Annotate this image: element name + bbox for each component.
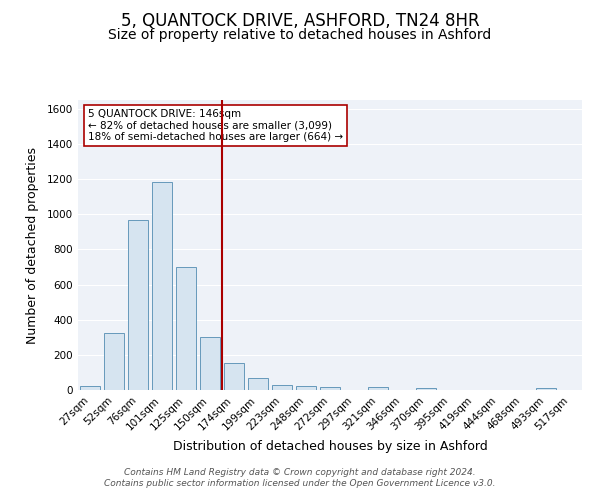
Bar: [80, 386, 100, 390]
Bar: [128, 220, 148, 390]
Text: Contains HM Land Registry data © Crown copyright and database right 2024.
Contai: Contains HM Land Registry data © Crown c…: [104, 468, 496, 487]
Bar: [248, 378, 268, 390]
Bar: [176, 267, 196, 390]
Bar: [296, 386, 316, 390]
Bar: [152, 182, 172, 390]
Bar: [104, 333, 124, 390]
Bar: [320, 388, 340, 390]
Bar: [536, 388, 556, 390]
Text: 5, QUANTOCK DRIVE, ASHFORD, TN24 8HR: 5, QUANTOCK DRIVE, ASHFORD, TN24 8HR: [121, 12, 479, 30]
Text: Size of property relative to detached houses in Ashford: Size of property relative to detached ho…: [109, 28, 491, 42]
Bar: [272, 384, 292, 390]
Y-axis label: Number of detached properties: Number of detached properties: [26, 146, 38, 344]
Bar: [368, 388, 388, 390]
Bar: [200, 338, 220, 390]
Text: 5 QUANTOCK DRIVE: 146sqm
← 82% of detached houses are smaller (3,099)
18% of sem: 5 QUANTOCK DRIVE: 146sqm ← 82% of detach…: [88, 108, 343, 142]
Bar: [224, 363, 244, 390]
X-axis label: Distribution of detached houses by size in Ashford: Distribution of detached houses by size …: [173, 440, 487, 453]
Bar: [416, 388, 436, 390]
